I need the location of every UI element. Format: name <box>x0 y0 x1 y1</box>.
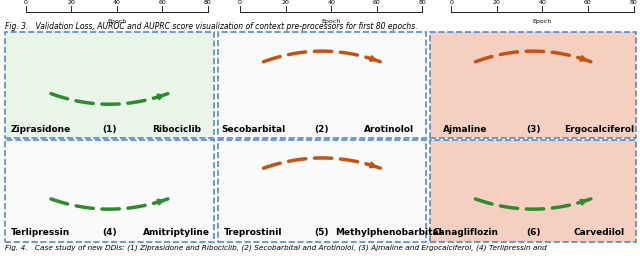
Text: Epoch: Epoch <box>532 19 552 24</box>
Text: Epoch: Epoch <box>107 19 127 24</box>
Text: (5): (5) <box>315 228 329 237</box>
FancyBboxPatch shape <box>5 32 214 138</box>
FancyBboxPatch shape <box>218 140 426 242</box>
Text: 40: 40 <box>327 0 335 5</box>
Text: Carvedilol: Carvedilol <box>573 228 625 237</box>
Text: 20: 20 <box>493 0 500 5</box>
Text: 40: 40 <box>113 0 121 5</box>
Text: Amitriptyline: Amitriptyline <box>143 228 210 237</box>
FancyBboxPatch shape <box>5 140 214 242</box>
Text: (4): (4) <box>102 228 116 237</box>
FancyBboxPatch shape <box>218 32 426 138</box>
Text: 80: 80 <box>204 0 212 5</box>
Text: Methylphenobarbital: Methylphenobarbital <box>335 228 442 237</box>
Text: Terlipressin: Terlipressin <box>11 228 70 237</box>
Text: Ajmaline: Ajmaline <box>443 125 488 134</box>
Text: 60: 60 <box>373 0 381 5</box>
FancyBboxPatch shape <box>430 140 636 242</box>
Text: Treprostinil: Treprostinil <box>224 228 282 237</box>
Text: (2): (2) <box>315 125 329 134</box>
Text: (1): (1) <box>102 125 116 134</box>
Text: (6): (6) <box>526 228 540 237</box>
Text: (3): (3) <box>526 125 540 134</box>
Text: Ribociclib: Ribociclib <box>152 125 201 134</box>
Text: 0: 0 <box>238 0 242 5</box>
FancyBboxPatch shape <box>430 32 636 138</box>
Text: 40: 40 <box>538 0 547 5</box>
Text: 60: 60 <box>584 0 592 5</box>
Text: 20: 20 <box>67 0 75 5</box>
Text: Ziprasidone: Ziprasidone <box>10 125 70 134</box>
Text: Secobarbital: Secobarbital <box>221 125 285 134</box>
Text: Fig. 3.   Validation Loss, AUROC and AUPRC score visualization of context pre-pr: Fig. 3. Validation Loss, AUROC and AUPRC… <box>5 22 418 31</box>
Text: 0: 0 <box>24 0 28 5</box>
Text: 60: 60 <box>159 0 166 5</box>
Text: 80: 80 <box>419 0 426 5</box>
Text: Ergocalciferol: Ergocalciferol <box>564 125 634 134</box>
Text: Fig. 4.   Case study of new DDIs: (1) Ziprasidone and Ribociclib, (2) Secobarbit: Fig. 4. Case study of new DDIs: (1) Zipr… <box>5 244 547 251</box>
Text: 80: 80 <box>630 0 637 5</box>
Text: Canagliflozin: Canagliflozin <box>432 228 498 237</box>
Text: Arotinolol: Arotinolol <box>364 125 413 134</box>
Text: Epoch: Epoch <box>321 19 341 24</box>
Text: 20: 20 <box>282 0 289 5</box>
Text: 0: 0 <box>449 0 453 5</box>
